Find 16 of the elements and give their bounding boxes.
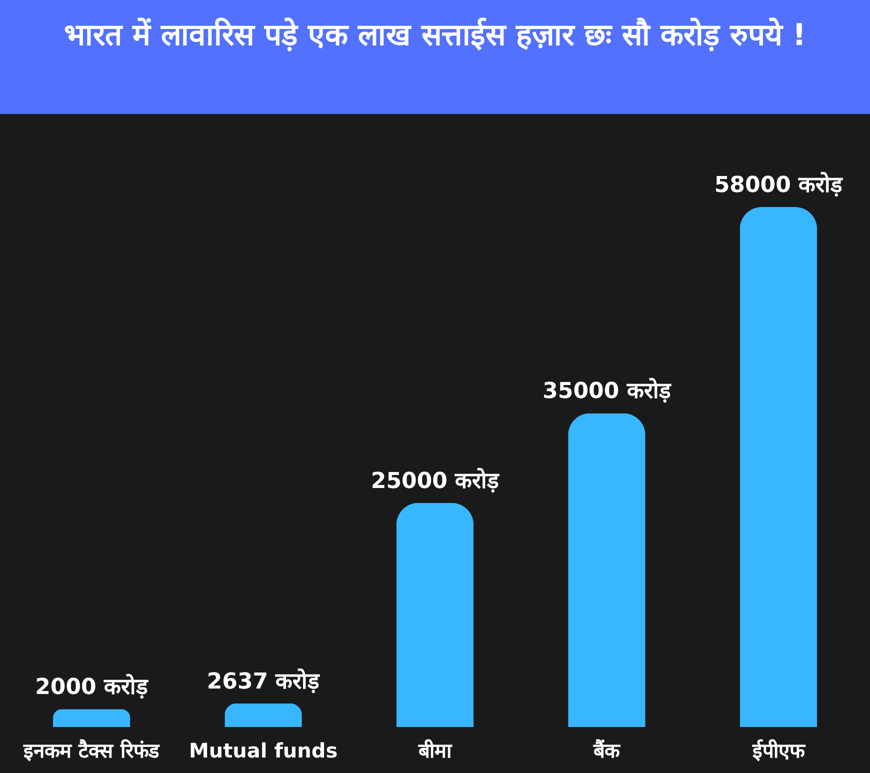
bar	[224, 703, 302, 727]
data-label: 2637 करोड़	[206, 667, 321, 694]
bar	[52, 709, 130, 727]
data-label: 35000 करोड़	[542, 377, 672, 404]
x-tick-label: Mutual funds	[188, 738, 338, 762]
chart-title: भारत में लावारिस पड़े एक लाख सत्ताईस हज़ार छः सौ करोड़ रुपये !	[0, 0, 870, 114]
bar	[396, 502, 474, 727]
data-label: 58000 करोड़	[714, 171, 844, 198]
bar	[740, 207, 818, 727]
x-tick-label: इनकम टैक्स रिफंड	[22, 738, 161, 762]
x-tick-label: बीमा	[418, 738, 452, 762]
data-label: 2000 करोड़	[35, 673, 150, 700]
data-label: 25000 करोड़	[370, 466, 500, 494]
bar	[568, 413, 646, 727]
x-tick-label: बैंक	[592, 738, 622, 762]
x-tick-label: ईपीएफ	[751, 738, 806, 762]
